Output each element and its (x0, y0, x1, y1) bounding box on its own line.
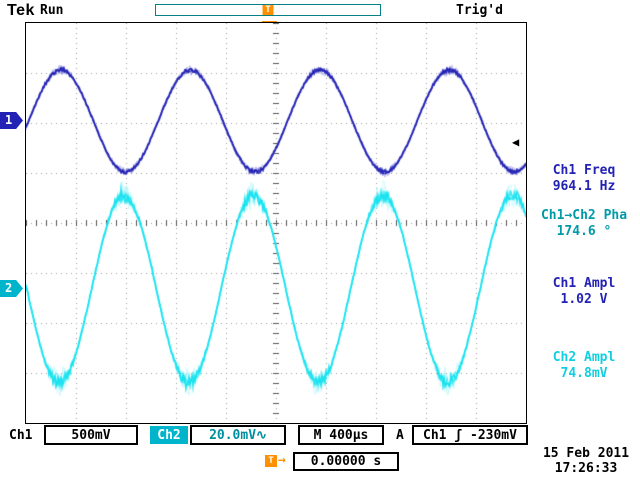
trigger-source-slope-level: Ch1 ʃ -230mV (423, 428, 517, 443)
ch1-scale-readout: 500mV (44, 425, 138, 445)
ch2-label-badge: Ch2 (150, 426, 188, 444)
ch2-label: Ch2 (157, 428, 180, 443)
ch2-scale-value: 20.0mV∿ (209, 428, 267, 443)
ch1-ground-marker: 1 (0, 112, 23, 129)
measurement-phase: Ch1→Ch2 Pha 174.6 ° (528, 208, 640, 240)
trigger-level-arrow-icon: ◀ (512, 135, 519, 149)
date-readout: 15 Feb 2011 (536, 446, 636, 461)
ch1-scale-value: 500mV (71, 428, 110, 443)
trigger-readout: Ch1 ʃ -230mV (412, 425, 528, 445)
brand-logo: Tek (7, 2, 35, 20)
measurement-ch2-ampl: Ch2 Ampl 74.8mV (528, 350, 640, 382)
measurement-label: Ch1→Ch2 Pha (528, 208, 640, 224)
measurement-value: 964.1 Hz (528, 179, 640, 195)
trigger-position-marker-icon: T (263, 5, 274, 15)
ch2-ground-marker: 2 (0, 280, 23, 297)
trigger-system-label: A (396, 428, 404, 443)
measurement-ch1-ampl: Ch1 Ampl 1.02 V (528, 276, 640, 308)
time-readout: 17:26:33 (536, 461, 636, 476)
measurement-value: 74.8mV (528, 366, 640, 382)
measurement-label: Ch2 Ampl (528, 350, 640, 366)
trigger-pos-arrow-icon: → (278, 453, 286, 468)
measurement-ch1-freq: Ch1 Freq 964.1 Hz (528, 163, 640, 195)
trigger-position-readout: 0.00000 s (293, 452, 399, 471)
graticule (25, 22, 527, 424)
trigger-status: Trig'd (456, 3, 503, 18)
measurement-value: 1.02 V (528, 292, 640, 308)
waveform-display (26, 23, 526, 423)
measurement-value: 174.6 ° (528, 224, 640, 240)
ch2-scale-readout: 20.0mV∿ (190, 425, 286, 445)
measurement-label: Ch1 Freq (528, 163, 640, 179)
timebase-readout: M 400µs (298, 425, 384, 445)
timebase-value: M 400µs (314, 428, 369, 443)
trigger-position-value: 0.00000 s (311, 454, 381, 469)
oscilloscope-screen: Tek Run T Trig'd T 1 2 ◀ Ch1 Freq 964.1 … (0, 0, 640, 480)
record-view-bar: T (155, 4, 381, 16)
ch1-label: Ch1 (9, 428, 32, 443)
acquisition-state: Run (40, 3, 63, 18)
trigger-pos-icon: T (265, 455, 277, 467)
measurement-label: Ch1 Ampl (528, 276, 640, 292)
